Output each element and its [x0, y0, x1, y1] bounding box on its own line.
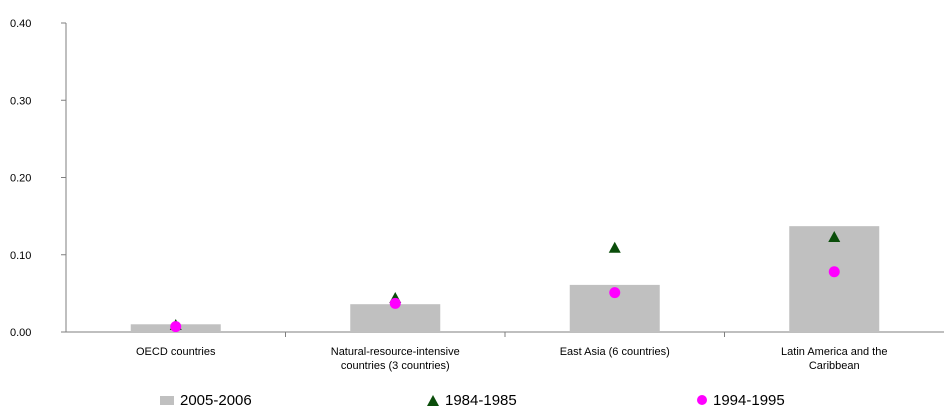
y-tick-label: 0.10: [10, 250, 31, 262]
legend-item-1984-1985: 1984-1985: [427, 387, 517, 413]
y-tick-labels: 0.00 0.10 0.20 0.30 0.40: [10, 18, 31, 339]
legend-triangle-swatch: [427, 394, 439, 406]
legend-item-1994-1995: 1994-1995: [697, 387, 785, 413]
category-label: Latin America and the Caribbean: [781, 346, 887, 372]
circle-point: [170, 321, 182, 333]
circle-point: [828, 266, 840, 278]
y-tick-label: 0.30: [10, 95, 31, 107]
circle-point: [609, 287, 621, 299]
category-label: OECD countries: [136, 346, 216, 358]
triangle-point: [828, 230, 841, 242]
category-label: East Asia (6 countries): [560, 346, 670, 358]
category-label: Natural-resource-intensive countries (3 c…: [331, 346, 460, 372]
legend-label: 1984-1985: [445, 391, 517, 409]
triangle-point: [608, 241, 621, 253]
y-tick-label: 0.40: [10, 18, 31, 30]
triangle-series-1984-1985: [169, 230, 841, 331]
y-tick-label: 0.20: [10, 173, 31, 185]
bar-series-2005-2006: [130, 226, 880, 332]
legend-label: 2005-2006: [180, 391, 252, 409]
legend-circle-swatch: [697, 395, 707, 405]
chart: 0.00 0.10 0.20 0.30 0.40 OECD countries Natur…: [10, 18, 944, 372]
bar: [789, 226, 880, 332]
legend: 2005-2006 1984-1985 1994-1995: [0, 387, 944, 413]
circle-series-1994-1995: [170, 266, 840, 333]
legend-bar-swatch: [160, 395, 174, 405]
circle-point: [389, 297, 401, 309]
legend-item-2005-2006: 2005-2006: [160, 387, 252, 413]
category-labels: OECD countries Natural-resource-intensive…: [136, 346, 887, 372]
y-tick-label: 0.00: [10, 327, 31, 339]
legend-label: 1994-1995: [713, 391, 785, 409]
